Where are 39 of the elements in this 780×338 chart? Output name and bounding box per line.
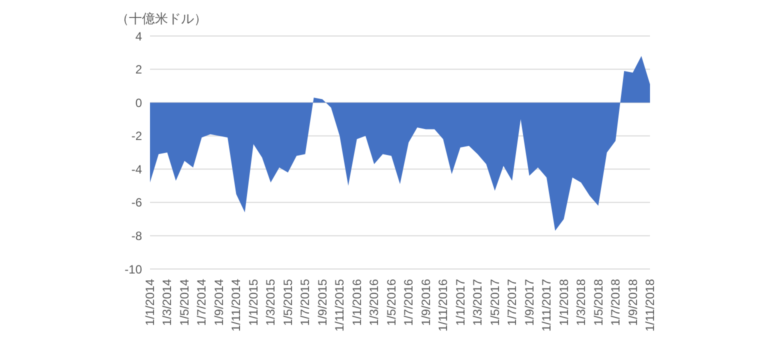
x-tick-label: 1/11/2014: [229, 278, 244, 332]
x-tick-label: 1/11/2015: [332, 278, 347, 332]
x-tick-label: 1/3/2017: [470, 278, 485, 326]
x-tick-label: 1/3/2018: [574, 278, 588, 326]
x-tick-label: 1/5/2018: [591, 278, 606, 326]
x-tick-label: 1/5/2015: [280, 278, 295, 326]
x-tick-label: 1/1/2017: [453, 278, 468, 326]
x-tick-label: 1/3/2015: [264, 278, 278, 326]
x-tick-label: 1/9/2016: [418, 278, 433, 326]
y-tick-label: -2: [131, 129, 142, 144]
x-tick-label: 1/5/2017: [488, 278, 502, 326]
x-tick-label: 1/7/2015: [298, 278, 312, 326]
x-tick-label: 1/1/2016: [350, 278, 364, 326]
y-tick-label: -4: [131, 162, 142, 176]
y-tick-label: -10: [124, 262, 142, 276]
x-tick-label: 1/7/2018: [608, 278, 623, 326]
x-tick-label: 1/7/2014: [194, 278, 209, 326]
y-tick-label: -8: [131, 228, 142, 243]
x-tick-label: 1/1/2015: [246, 278, 260, 326]
x-tick-label: 1/9/2018: [626, 278, 640, 326]
x-tick-label: 1/11/2018: [643, 278, 657, 332]
x-tick-label: 1/7/2016: [402, 278, 416, 326]
x-tick-label: 1/9/2014: [212, 278, 226, 326]
y-tick-label: 4: [135, 29, 142, 44]
x-tick-label: 1/5/2014: [177, 278, 192, 326]
x-tick-label: 1/11/2016: [436, 278, 450, 332]
x-tick-label: 1/1/2014: [143, 278, 157, 326]
x-tick-label: 1/7/2017: [505, 278, 520, 326]
x-tick-label: 1/3/2014: [160, 278, 174, 326]
x-tick-label: 1/11/2017: [540, 278, 554, 332]
y-tick-label: 0: [135, 96, 142, 110]
x-tick-label: 1/3/2016: [367, 278, 382, 326]
y-axis-title: （十億米ドル）: [116, 10, 207, 28]
x-tick-label: 1/9/2017: [522, 278, 536, 326]
x-tick-label: 1/1/2018: [556, 278, 571, 326]
x-tick-label: 1/9/2015: [315, 278, 330, 326]
y-tick-label: -6: [131, 196, 142, 210]
x-tick-label: 1/5/2016: [384, 278, 398, 326]
y-tick-label: 2: [135, 62, 142, 77]
